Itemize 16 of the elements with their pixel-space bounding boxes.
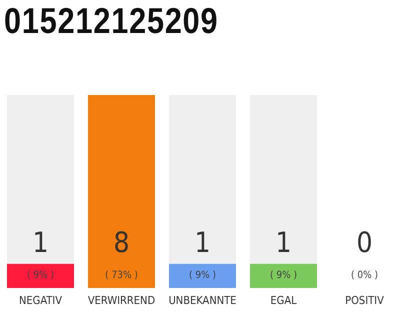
data-label: 1 [275, 226, 292, 259]
data-label: 1 [32, 226, 49, 259]
annotation: ( 9% ) [188, 270, 216, 281]
data-label: 0 [356, 226, 373, 259]
x-tick-label: UNBEKANNTE [168, 294, 236, 307]
x-tick-label: NEGATIV [19, 294, 62, 307]
data-label: 8 [113, 226, 130, 259]
chart-title: 015212125209 [4, 0, 218, 42]
x-tick-label: POSITIV [345, 294, 384, 307]
annotation: ( 73% ) [105, 270, 138, 281]
annotation: ( 9% ) [26, 270, 54, 281]
x-tick-label: VERWIRREND [88, 294, 156, 307]
x-tick-label: EGAL [270, 294, 298, 307]
annotation: ( 9% ) [270, 270, 298, 281]
annotation: ( 0% ) [350, 270, 378, 281]
data-label: 1 [194, 226, 211, 259]
